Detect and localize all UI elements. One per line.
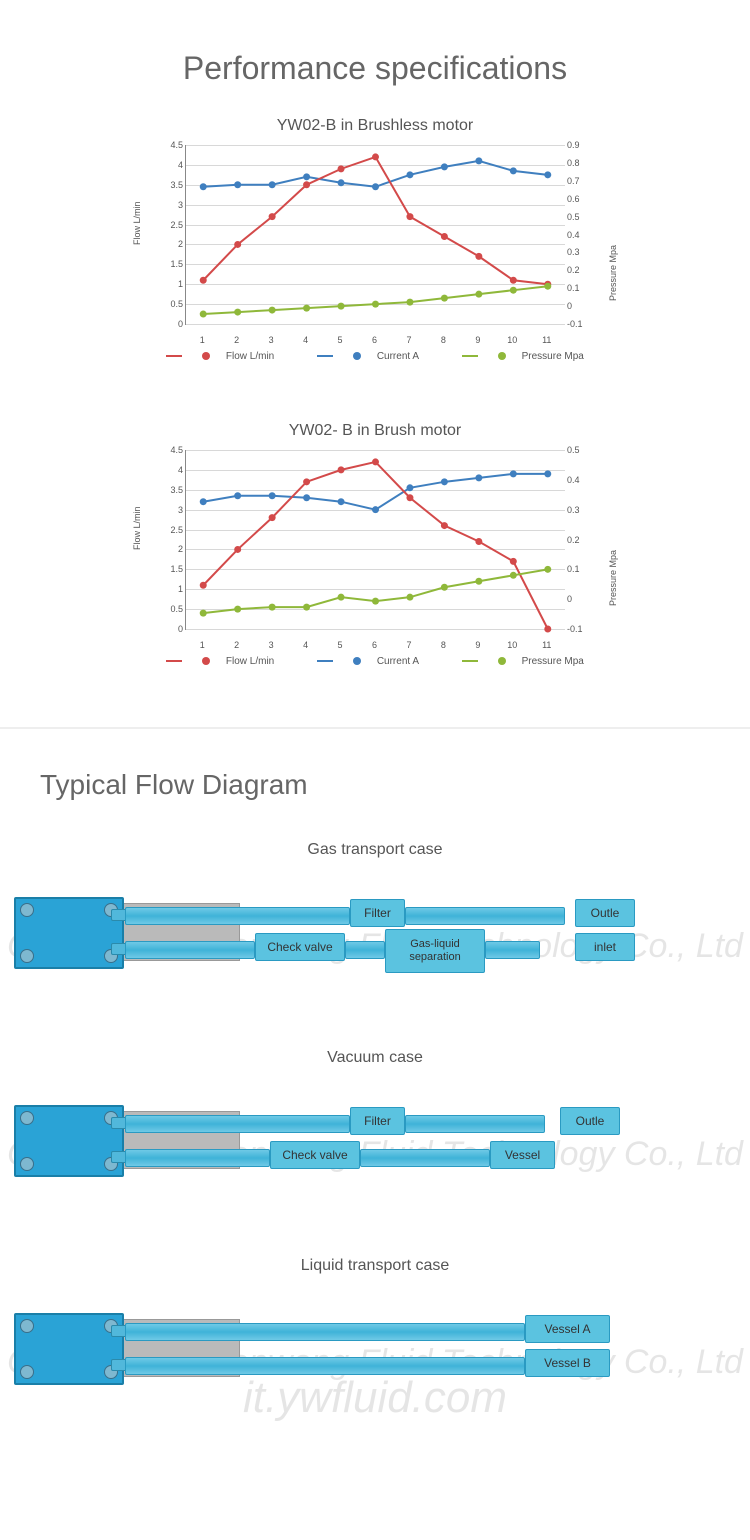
diagrams-title: Typical Flow Diagram <box>40 769 750 801</box>
diagram1-title: Gas transport case <box>0 841 750 859</box>
filter-box: Filter <box>350 899 405 927</box>
filter-box: Filter <box>350 1107 405 1135</box>
chart1-ylabel-right: Pressure Mpa <box>608 245 618 301</box>
chart2-ylabel-left: Flow L/min <box>132 506 142 550</box>
section-divider <box>0 727 750 729</box>
chart2-plot-area <box>185 450 565 630</box>
vessel-box: Vessel <box>490 1141 555 1169</box>
vesselB-box: Vessel B <box>525 1349 610 1377</box>
pump-body-icon <box>14 1313 124 1385</box>
chart2-frame: Flow L/min Pressure Mpa 00.511.522.533.5… <box>135 450 615 650</box>
diagram3-canvas: Changzhou Yuanwang Fluid Technology Co.,… <box>0 1295 750 1415</box>
chart1-frame: Flow L/min Pressure Mpa 00.511.522.533.5… <box>135 145 615 345</box>
legend-flow: Flow L/min <box>226 351 274 362</box>
diagram2-title: Vacuum case <box>0 1049 750 1067</box>
checkvalve-box: Check valve <box>270 1141 360 1169</box>
vesselA-box: Vessel A <box>525 1315 610 1343</box>
outlet-box: Outle <box>575 899 635 927</box>
chart-brushless: YW02-B in Brushless motor Flow L/min Pre… <box>135 117 615 362</box>
chart1-ylabel-left: Flow L/min <box>132 201 142 245</box>
chart2-title: YW02- B in Brush motor <box>135 422 615 440</box>
gasliquid-box: Gas-liquid separation <box>385 929 485 973</box>
pump-body-icon <box>14 897 124 969</box>
legend-current: Current A <box>377 351 419 362</box>
legend-current: Current A <box>377 656 419 667</box>
chart2-ylabel-right: Pressure Mpa <box>608 550 618 606</box>
chart2-legend: Flow L/min Current A Pressure Mpa <box>135 656 615 667</box>
legend-flow: Flow L/min <box>226 656 274 667</box>
chart1-legend: Flow L/min Current A Pressure Mpa <box>135 351 615 362</box>
legend-pressure: Pressure Mpa <box>522 656 584 667</box>
diagram-gas-transport: Gas transport case Changzhou Yuanwang Fl… <box>0 841 750 999</box>
chart1-title: YW02-B in Brushless motor <box>135 117 615 135</box>
checkvalve-box: Check valve <box>255 933 345 961</box>
diagram3-title: Liquid transport case <box>0 1257 750 1275</box>
inlet-box: inlet <box>575 933 635 961</box>
diagram1-canvas: Changzhou Yuanwang Fluid Technology Co.,… <box>0 879 750 999</box>
outlet-box: Outle <box>560 1107 620 1135</box>
legend-pressure: Pressure Mpa <box>522 351 584 362</box>
chart1-plot-area <box>185 145 565 325</box>
diagram2-canvas: Changzhou Yuanwang Fluid Technology Co.,… <box>0 1087 750 1207</box>
diagram-liquid-transport: Liquid transport case Changzhou Yuanwang… <box>0 1257 750 1415</box>
page-title: Performance specifications <box>0 50 750 87</box>
diagram-vacuum: Vacuum case Changzhou Yuanwang Fluid Tec… <box>0 1049 750 1207</box>
pump-body-icon <box>14 1105 124 1177</box>
chart-brush: YW02- B in Brush motor Flow L/min Pressu… <box>135 422 615 667</box>
